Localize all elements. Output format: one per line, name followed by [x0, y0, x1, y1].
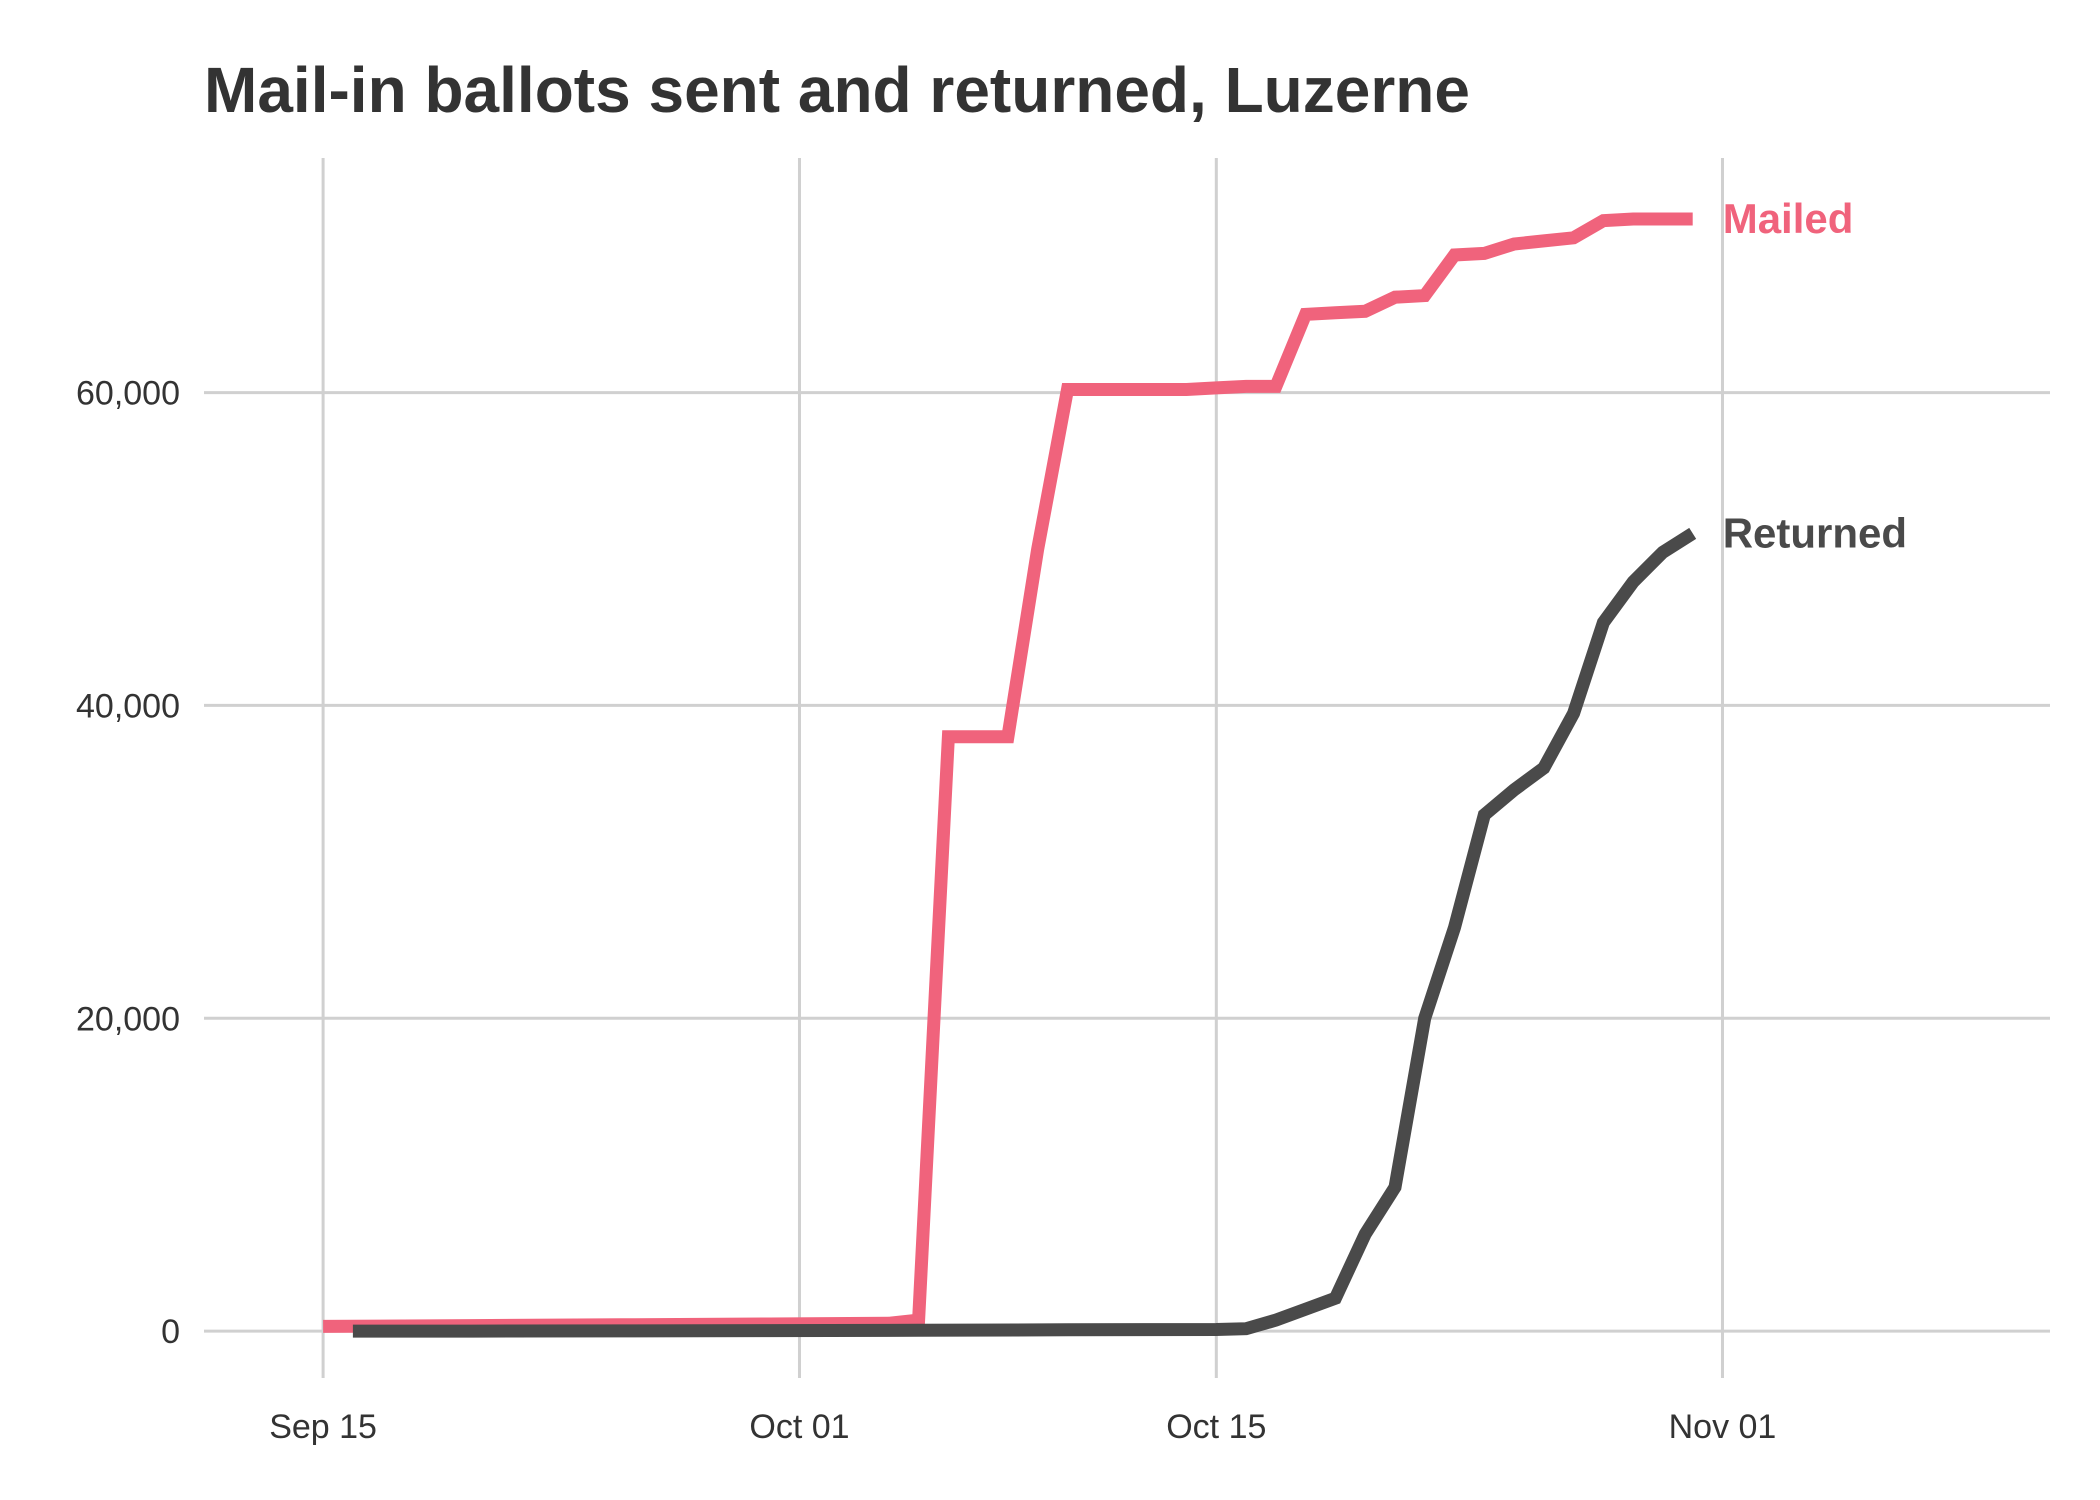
x-tick-label: Oct 01: [749, 1408, 849, 1446]
series-line-returned: [352, 527, 1697, 1338]
y-tick-label: 60,000: [76, 375, 180, 413]
x-tick-label: Oct 15: [1166, 1408, 1266, 1446]
axis-tick-labels: 0 20,000 40,000 60,000 Sep 15 Oct 01 Oct 15 Nov…: [76, 375, 1776, 1446]
series-line-mailed: [323, 212, 1693, 1333]
series-label-returned: Returned: [1723, 509, 1907, 556]
y-tick-label: 20,000: [76, 1000, 180, 1038]
x-tick-label: Nov 01: [1669, 1408, 1777, 1446]
chart-title: Mail-in ballots sent and returned, Luzer…: [204, 54, 1470, 126]
series-labels: Mailed Returned: [1723, 195, 1907, 556]
y-tick-label: 0: [161, 1313, 180, 1351]
series-lines: [323, 212, 1697, 1338]
series-label-mailed: Mailed: [1723, 195, 1854, 242]
x-tick-label: Sep 15: [269, 1408, 377, 1446]
gridlines: [204, 158, 2050, 1378]
y-tick-label: 40,000: [76, 687, 180, 725]
